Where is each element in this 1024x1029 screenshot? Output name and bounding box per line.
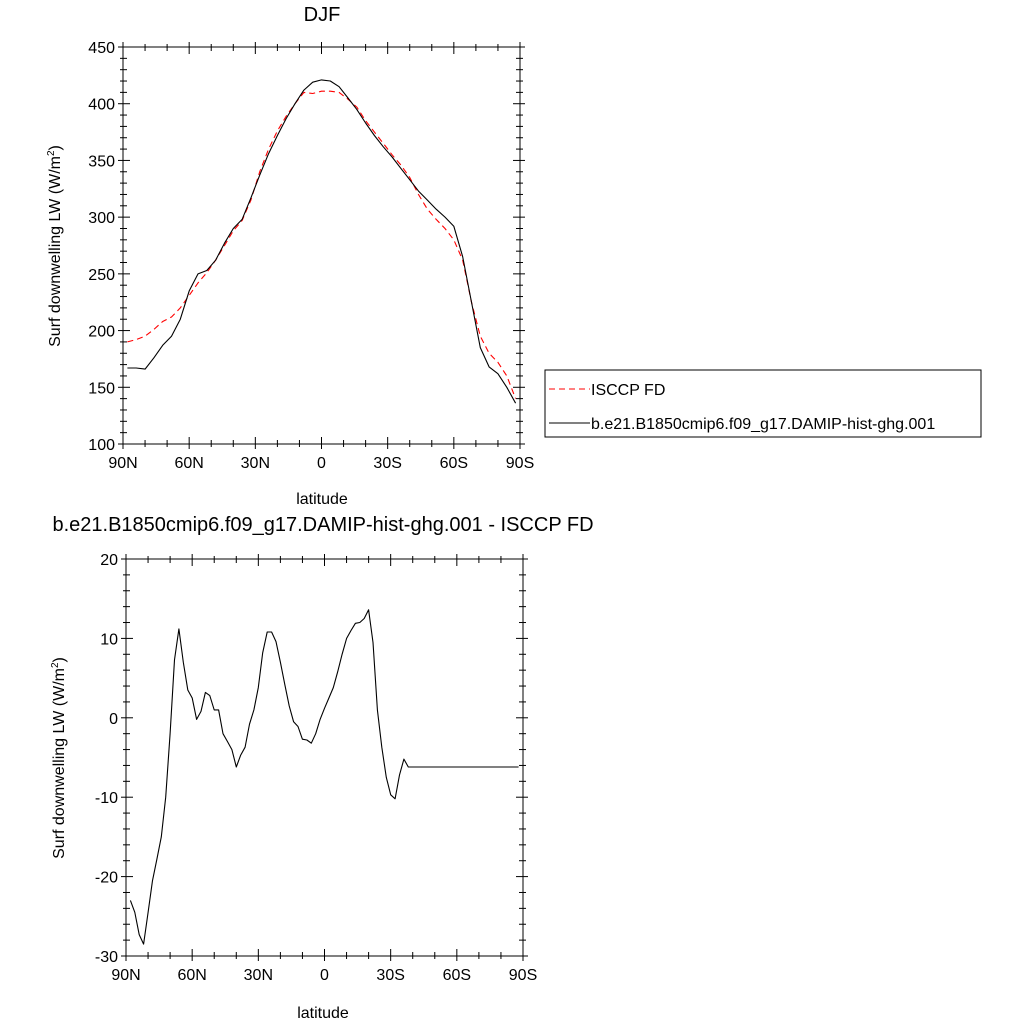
top-xlabel: latitude bbox=[296, 491, 348, 508]
bottom-xtick-label: 90N bbox=[111, 967, 140, 984]
top-ytick-label: 250 bbox=[88, 267, 115, 284]
bottom-xtick-label: 60S bbox=[443, 967, 471, 984]
top-ytick-label: 300 bbox=[88, 210, 115, 227]
top-ylabel-sup: 2 bbox=[46, 150, 57, 156]
bottom-ylabel-close: ) bbox=[51, 657, 68, 662]
bottom-plot-frame bbox=[125, 558, 524, 957]
bottom-ytick-labels: -30 -20 -10 0 10 20 bbox=[95, 552, 118, 966]
top-xtick-label: 90N bbox=[108, 455, 137, 472]
bottom-series bbox=[129, 609, 519, 945]
bottom-ylabel-text: Surf downwelling LW (W/m bbox=[51, 668, 68, 859]
top-series-line-1 bbox=[127, 79, 517, 404]
bottom-xtick-label: 90S bbox=[509, 967, 537, 984]
top-xtick-labels: 90N 60N 30N 0 30S 60S 90S bbox=[108, 455, 534, 472]
bottom-ylabel: Surf downwelling LW (W/m2) bbox=[50, 657, 68, 859]
bottom-ytick-label: 0 bbox=[109, 711, 118, 728]
top-ticks bbox=[118, 42, 525, 449]
bottom-xtick-label: 30N bbox=[244, 967, 273, 984]
bottom-xtick-label: 30S bbox=[376, 967, 404, 984]
legend-box bbox=[544, 369, 982, 438]
top-series bbox=[127, 79, 517, 404]
top-panel: DJF 100 150 200 250 300 350 400 450 90N 60N 30N 0 3… bbox=[46, 4, 982, 508]
top-ytick-label: 350 bbox=[88, 153, 115, 170]
bottom-ticks bbox=[121, 554, 528, 961]
bottom-ytick-label: -30 bbox=[95, 949, 118, 966]
bottom-plot-area: -30 -20 -10 0 10 20 90N 60N 30N 0 30S 60S 90S bbox=[95, 552, 537, 984]
top-ylabel: Surf downwelling LW (W/m2) bbox=[46, 145, 64, 347]
bottom-xtick-label: 60N bbox=[177, 967, 206, 984]
top-title: DJF bbox=[304, 4, 341, 26]
top-ytick-labels: 100 150 200 250 300 350 400 450 bbox=[88, 40, 115, 454]
top-ytick-label: 400 bbox=[88, 97, 115, 114]
bottom-ylabel-sup: 2 bbox=[50, 662, 61, 668]
legend-label-model: b.e21.B1850cmip6.f09_g17.DAMIP-hist-ghg.… bbox=[591, 416, 935, 433]
top-ytick-label: 200 bbox=[88, 324, 115, 341]
bottom-ytick-label: -10 bbox=[95, 790, 118, 807]
top-series-line-0 bbox=[127, 90, 517, 399]
top-ytick-label: 150 bbox=[88, 380, 115, 397]
bottom-xtick-labels: 90N 60N 30N 0 30S 60S 90S bbox=[111, 967, 537, 984]
top-xtick-label: 60S bbox=[440, 455, 468, 472]
bottom-series-line-0 bbox=[129, 609, 519, 945]
bottom-title: b.e21.B1850cmip6.f09_g17.DAMIP-hist-ghg.… bbox=[52, 514, 593, 536]
top-xtick-label: 30N bbox=[241, 455, 270, 472]
legend-label-isccp: ISCCP FD bbox=[591, 382, 665, 399]
bottom-ytick-label: 10 bbox=[100, 631, 118, 648]
top-ylabel-close: ) bbox=[47, 145, 64, 150]
bottom-ytick-label: 20 bbox=[100, 552, 118, 569]
top-plot-frame bbox=[122, 46, 521, 445]
top-xtick-label: 0 bbox=[317, 455, 326, 472]
bottom-xlabel: latitude bbox=[297, 1005, 349, 1022]
bottom-ytick-label: -20 bbox=[95, 870, 118, 887]
bottom-xtick-label: 0 bbox=[320, 967, 329, 984]
top-xtick-label: 60N bbox=[174, 455, 203, 472]
top-xtick-label: 90S bbox=[506, 455, 534, 472]
top-ylabel-text: Surf downwelling LW (W/m bbox=[47, 156, 64, 347]
top-ytick-label: 450 bbox=[88, 40, 115, 57]
top-xtick-label: 30S bbox=[373, 455, 401, 472]
top-plot-area: 100 150 200 250 300 350 400 450 90N 60N 30N 0 30S 60… bbox=[88, 40, 534, 472]
legend: ISCCP FD b.e21.B1850cmip6.f09_g17.DAMIP-… bbox=[544, 369, 982, 438]
top-ytick-label: 100 bbox=[88, 437, 115, 454]
bottom-panel: b.e21.B1850cmip6.f09_g17.DAMIP-hist-ghg.… bbox=[50, 514, 594, 1022]
